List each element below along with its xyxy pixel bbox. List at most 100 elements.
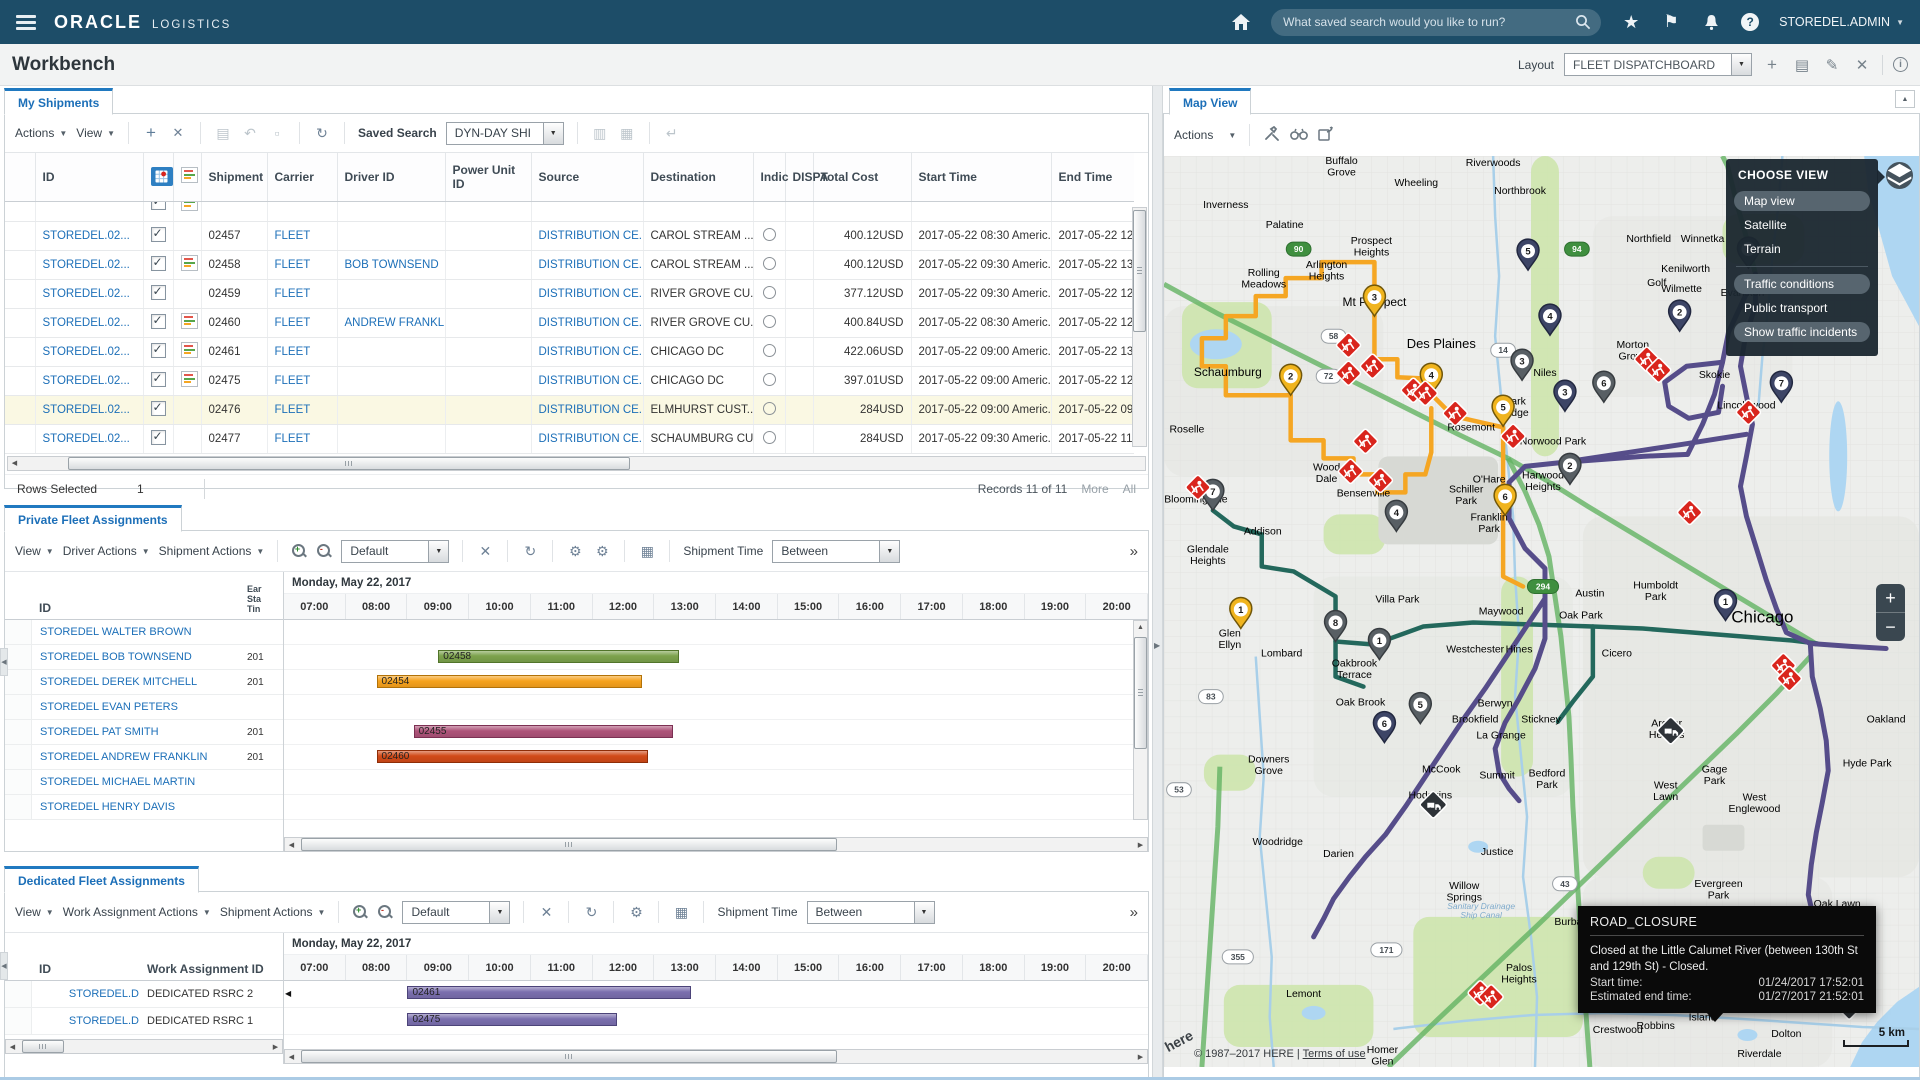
chevron-down-icon[interactable]: ▼ [542,122,563,144]
traffic-incident-icon[interactable] [1359,353,1386,380]
gantt-hscroll[interactable]: ◀ ▶ [284,837,1148,852]
edit-layout-button[interactable]: ✎ [1825,56,1839,74]
indicator-radio[interactable] [762,285,776,299]
shipments-vscroll[interactable] [1132,207,1147,447]
source-link[interactable]: DISTRIBUTION CE... [531,308,644,338]
tab-my-shipments[interactable]: My Shipments [4,88,114,115]
carrier-link[interactable]: FLEET [267,221,338,251]
shipment-time-select[interactable]: Between ▼ [806,900,935,924]
go-icon[interactable]: ↵ [665,124,678,141]
carrier-link[interactable]: FLEET [267,337,338,367]
map-stop-pin-navy[interactable]: 1 [1713,588,1738,622]
add-row-icon[interactable]: + [146,123,156,142]
carrier-link[interactable]: FLEET [267,395,338,425]
gantt-resource-row[interactable]: STOREDEL BOB TOWNSEND 201 [5,645,283,670]
indicator-radio[interactable] [762,314,776,328]
user-menu[interactable]: STOREDEL.ADMIN ▼ [1779,15,1904,29]
splitter-handle[interactable]: ◀ [0,648,8,676]
row-selector[interactable] [5,279,36,309]
col-id[interactable]: ID [35,153,144,202]
table-row[interactable]: STOREDEL.02... 02476 FLEET DISTRIBUTION … [5,395,1134,425]
save-icon[interactable]: ▫ [274,125,280,141]
row-selector[interactable] [5,424,36,454]
show-on-map-checkbox[interactable] [150,429,166,445]
search-input[interactable] [1281,14,1576,30]
traffic-incident-icon[interactable] [1185,474,1211,501]
gantt-resource-row[interactable]: STOREDEL ANDREW FRANKLIN 201 [5,745,283,770]
map-stop-pin-yellow[interactable]: 6 [1493,483,1517,517]
splitter-handle[interactable]: ◀ [0,952,8,980]
flag-icon[interactable]: ⚑ [1663,12,1679,31]
table-row[interactable]: STOREDEL.02... 02475 FLEET DISTRIBUTION … [5,366,1134,396]
zoom-out-icon[interactable]: - [316,543,333,559]
choose-view-overlay-option[interactable]: Show traffic incidents [1734,322,1870,342]
view-menu[interactable]: View ▼ [76,126,115,140]
carrier-link[interactable]: FLEET [267,424,338,454]
indicator-radio[interactable] [762,256,776,270]
gantt-preset-select[interactable]: Default ▼ [402,900,511,924]
show-on-gantt-icon[interactable] [180,313,198,329]
show-on-map-checkbox[interactable] [150,371,166,387]
info-icon[interactable]: i [1893,57,1908,72]
chevron-down-icon[interactable]: ▼ [428,540,449,562]
table-row[interactable]: STOREDEL.02... 02460 FLEET ANDREW FRANKL… [5,308,1134,338]
gantt-resource-row[interactable]: STOREDEL EVAN PETERS [5,695,283,720]
traffic-incident-icon[interactable] [1478,984,1504,1010]
traffic-incident-icon[interactable] [1735,399,1762,426]
col-indic[interactable]: Indic [753,153,789,202]
map-stop-pin-gray[interactable]: 3 [1510,348,1534,382]
row-selector[interactable] [5,337,36,367]
map-stop-pin-navy[interactable]: 4 [1538,303,1562,337]
undo-icon[interactable]: ↶ [244,124,256,141]
chevron-down-icon[interactable]: ▼ [879,540,900,562]
map-stop-pin-gray[interactable]: 2 [1558,452,1582,486]
help-icon[interactable]: ? [1741,13,1760,31]
traffic-incident-icon[interactable] [1412,380,1439,407]
source-link[interactable]: DISTRIBUTION CE... [531,250,644,280]
gantt-shipment-bar[interactable]: 02461 [407,986,692,999]
shipment-id-link[interactable]: STOREDEL.02... [35,395,144,425]
saved-search-select[interactable]: DYN-DAY SHI ▼ [445,121,564,145]
chevron-down-icon[interactable]: ▼ [913,901,934,923]
zoom-out-icon[interactable]: - [377,904,394,920]
gantt-preset-select[interactable]: Default ▼ [341,539,450,563]
indicator-radio[interactable] [762,227,776,241]
clear-icon[interactable]: ✕ [479,542,492,559]
home-icon[interactable] [1231,12,1251,32]
gantt-shipment-bar[interactable]: 02460 [376,750,649,763]
shipment-id-link[interactable]: STOREDEL.02... [35,221,144,251]
resource-id-link[interactable]: STOREDEL.D [68,1015,139,1027]
zoom-in-icon[interactable]: + [291,543,308,559]
traffic-incident-icon[interactable] [1367,467,1394,494]
col-source[interactable]: Source [531,153,644,202]
map-stop-pin-gray[interactable]: 6 [1592,370,1616,404]
resource-id-link[interactable]: STOREDEL.D [68,988,139,1000]
source-link[interactable]: DISTRIBUTION CE... [531,366,644,396]
resource-id-link[interactable]: STOREDEL EVAN PETERS [40,701,178,713]
expand-icon[interactable]: ▦ [620,124,634,141]
resource-id-link[interactable]: STOREDEL ANDREW FRANKLIN [40,751,208,763]
zoom-in-button[interactable]: + [1885,588,1896,608]
driver-link[interactable] [337,279,446,309]
shipment-id-link[interactable]: STOREDEL.02... [35,279,144,309]
table-row[interactable]: STOREDEL.02... 02461 FLEET DISTRIBUTION … [5,337,1134,367]
shipment-id-link[interactable]: STOREDEL.02... [35,424,144,454]
source-link[interactable]: DISTRIBUTION CE... [531,221,644,251]
map-position-icon[interactable] [1317,125,1335,145]
source-link[interactable]: DISTRIBUTION CE... [531,395,644,425]
layout-select[interactable]: FLEET DISPATCHBOARD ▼ [1564,53,1752,76]
col-carrier[interactable]: Carrier [267,153,338,202]
row-selector[interactable] [5,250,36,280]
gantt-left-hscroll[interactable]: ◀ ▶ [5,1039,283,1054]
map-stop-pin-yellow[interactable]: 2 [1278,363,1303,397]
gantt-vscroll[interactable]: ▲ [1133,620,1148,820]
refresh-icon[interactable]: ↻ [585,903,598,920]
map-stop-pin-gray[interactable]: 8 [1323,609,1348,643]
gantt-shipment-bar[interactable]: 02475 [407,1013,618,1026]
settings-icon[interactable]: ⚙ [596,542,609,559]
choose-view-option[interactable]: Terrain [1744,242,1781,256]
overflow-chevron[interactable]: » [1129,542,1138,560]
row-selector[interactable] [5,366,36,396]
map-canvas[interactable]: 58 72 14 83 53 355 171 43 90 94 294 Buffalo Grove Riv… [1164,156,1919,1067]
shipment-id-link[interactable]: STOREDEL.02... [35,250,144,280]
